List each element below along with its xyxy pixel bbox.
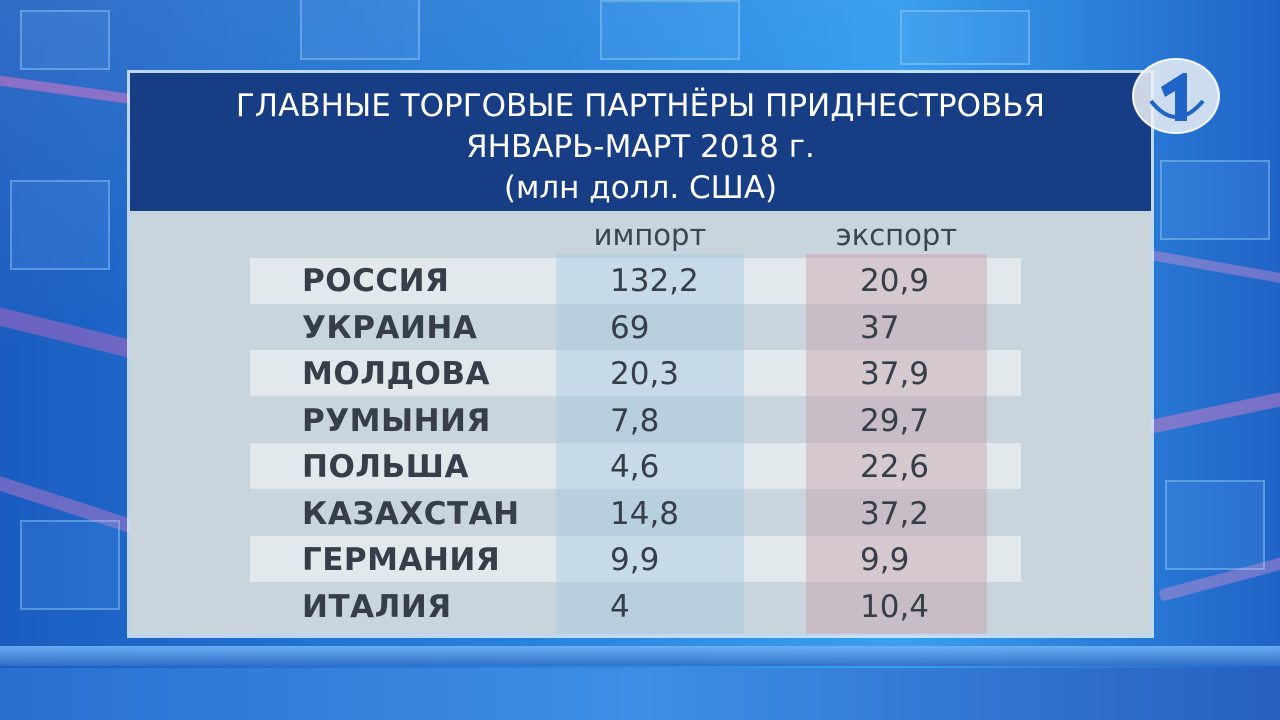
row-strip bbox=[250, 443, 1021, 489]
export-cell: 29,7 bbox=[860, 403, 930, 439]
country-cell: УКРАИНА bbox=[302, 310, 478, 346]
import-cell: 9,9 bbox=[610, 542, 660, 578]
export-cell: 10,4 bbox=[860, 589, 930, 625]
bottom-stripe bbox=[0, 646, 1280, 666]
export-cell: 37,2 bbox=[860, 496, 930, 532]
row-strip bbox=[250, 258, 1021, 304]
export-column-header: экспорт bbox=[835, 218, 958, 252]
title-line-3: (млн долл. США) bbox=[503, 170, 778, 206]
country-cell: ИТАЛИЯ bbox=[302, 589, 452, 625]
export-cell: 37,9 bbox=[860, 356, 930, 392]
import-cell: 69 bbox=[610, 310, 650, 346]
country-cell: РОССИЯ bbox=[302, 263, 450, 299]
import-cell: 7,8 bbox=[610, 403, 660, 439]
import-cell: 132,2 bbox=[610, 263, 699, 299]
import-column-band bbox=[556, 254, 744, 634]
import-cell: 14,8 bbox=[610, 496, 680, 532]
channel-one-logo-icon bbox=[1132, 58, 1220, 134]
bottom-band bbox=[0, 668, 1280, 720]
country-cell: РУМЫНИЯ bbox=[302, 403, 491, 439]
import-cell: 4,6 bbox=[610, 449, 660, 485]
export-cell: 20,9 bbox=[860, 263, 930, 299]
country-cell: ПОЛЬША bbox=[302, 449, 469, 485]
country-cell: ГЕРМАНИЯ bbox=[302, 542, 501, 578]
import-column-header: импорт bbox=[593, 218, 707, 252]
export-cell: 22,6 bbox=[860, 449, 930, 485]
country-cell: МОЛДОВА bbox=[302, 356, 491, 392]
panel-header: ГЛАВНЫЕ ТОРГОВЫЕ ПАРТНЁРЫ ПРИДНЕСТРОВЬЯ … bbox=[130, 73, 1151, 211]
export-column-band bbox=[806, 254, 987, 634]
import-cell: 20,3 bbox=[610, 356, 680, 392]
import-cell: 4 bbox=[610, 589, 630, 625]
export-cell: 9,9 bbox=[860, 542, 910, 578]
export-cell: 37 bbox=[860, 310, 900, 346]
country-cell: КАЗАХСТАН bbox=[302, 496, 520, 532]
row-strip bbox=[250, 350, 1021, 396]
row-strip bbox=[250, 536, 1021, 582]
title-line-2: ЯНВАРЬ-МАРТ 2018 г. bbox=[466, 129, 815, 165]
title-line-1: ГЛАВНЫЕ ТОРГОВЫЕ ПАРТНЁРЫ ПРИДНЕСТРОВЬЯ bbox=[235, 88, 1046, 124]
